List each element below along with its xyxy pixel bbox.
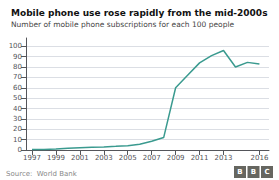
svg-text:B: B <box>251 168 256 176</box>
svg-text:B: B <box>237 168 242 176</box>
svg-text:2013: 2013 <box>215 154 233 162</box>
svg-text:Source: World Bank: Source: World Bank <box>6 170 78 178</box>
svg-text:40: 40 <box>13 105 22 113</box>
svg-text:Number of mobile phone subscri: Number of mobile phone subscriptions for… <box>11 20 235 29</box>
svg-text:2005: 2005 <box>119 154 137 162</box>
svg-text:0: 0 <box>18 146 22 154</box>
svg-text:2016: 2016 <box>251 154 269 162</box>
svg-text:C: C <box>264 168 269 176</box>
svg-text:80: 80 <box>13 63 22 71</box>
svg-text:1999: 1999 <box>47 154 65 162</box>
svg-text:30: 30 <box>13 115 22 123</box>
svg-text:Mobile phone use rose rapidly: Mobile phone use rose rapidly from the m… <box>11 8 268 18</box>
svg-text:50: 50 <box>13 94 22 102</box>
svg-text:60: 60 <box>13 84 22 92</box>
svg-text:20: 20 <box>13 125 22 133</box>
svg-text:1997: 1997 <box>23 154 41 162</box>
svg-text:70: 70 <box>13 73 22 81</box>
svg-text:2003: 2003 <box>95 154 113 162</box>
svg-text:2001: 2001 <box>71 154 89 162</box>
svg-text:100: 100 <box>9 42 22 50</box>
svg-text:2009: 2009 <box>167 154 185 162</box>
svg-text:10: 10 <box>13 136 22 144</box>
svg-text:2011: 2011 <box>191 154 209 162</box>
svg-text:90: 90 <box>13 53 22 61</box>
svg-text:2007: 2007 <box>143 154 161 162</box>
